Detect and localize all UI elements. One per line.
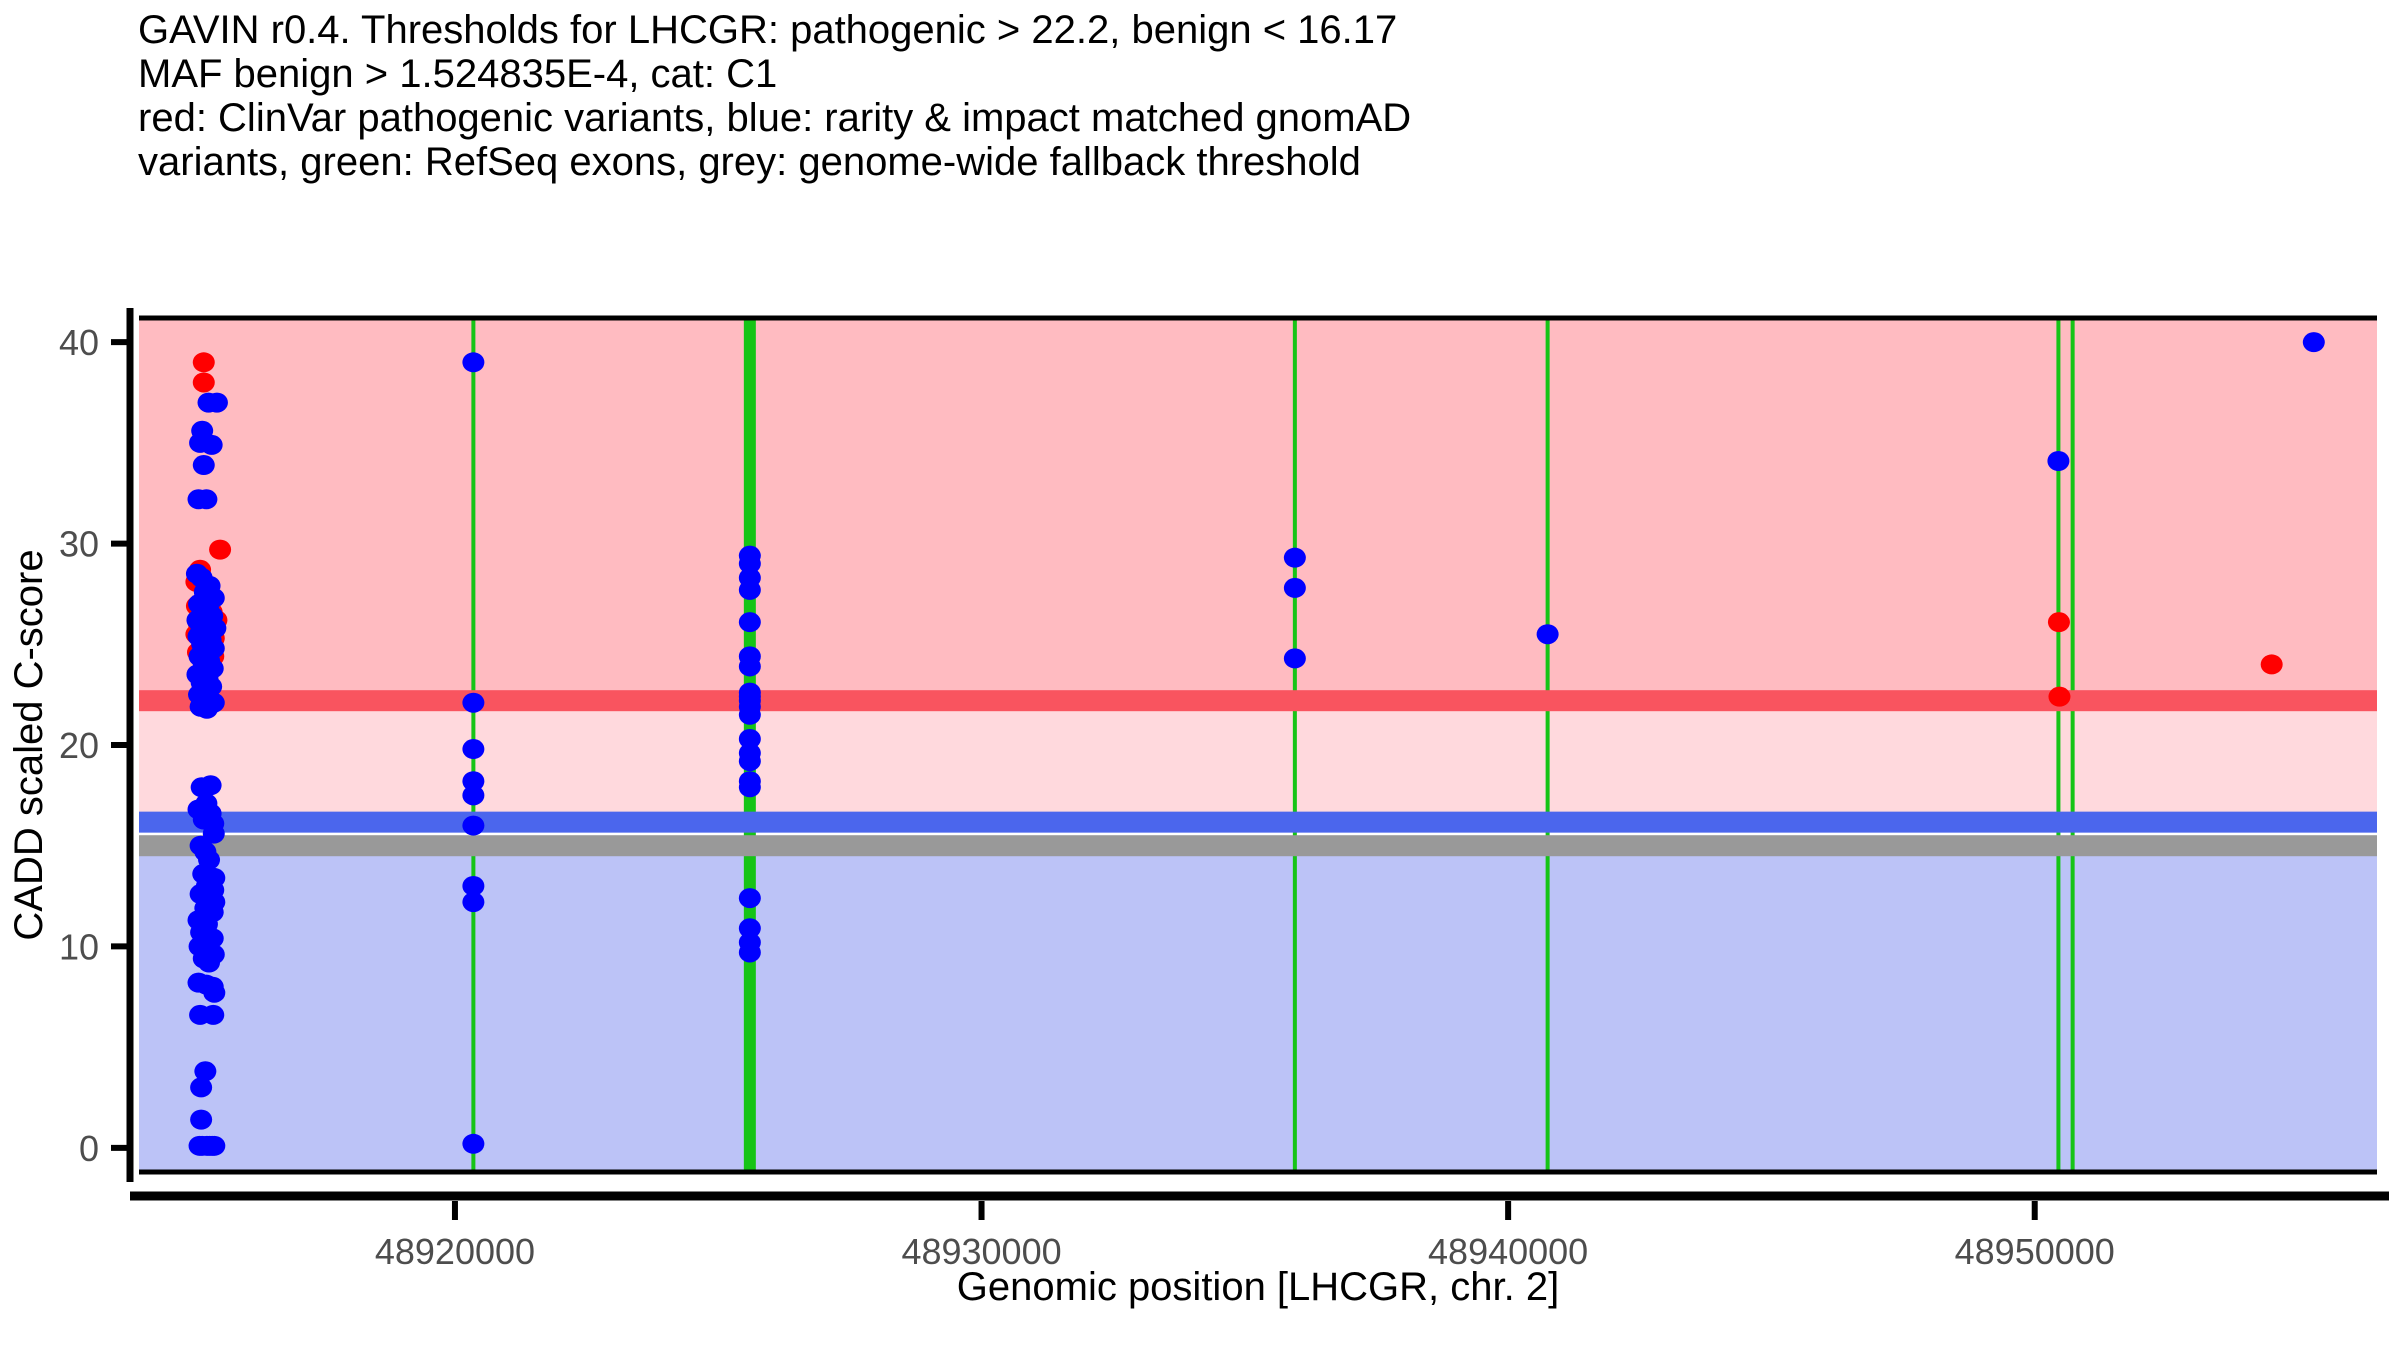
band-pathogenic xyxy=(139,318,2377,701)
exon-line-5 xyxy=(2070,318,2075,1172)
title-line-2: MAF benign > 1.524835E-4, cat: C1 xyxy=(138,52,778,96)
data-point xyxy=(738,728,761,749)
data-point xyxy=(462,785,485,806)
data-point xyxy=(209,539,232,560)
y-axis-title: CADD scaled C-score xyxy=(7,549,51,940)
x-axis-title: Genomic position [LHCGR, chr. 2] xyxy=(957,1265,1559,1309)
fallback-threshold-line xyxy=(139,835,2377,857)
data-point xyxy=(738,704,761,725)
x-tick-label-2: 48940000 xyxy=(1428,1231,1588,1272)
band-benign xyxy=(139,845,2377,1172)
y-tick-label-1: 10 xyxy=(59,926,99,967)
x-tick-label-0: 48920000 xyxy=(375,1231,535,1272)
y-tick-label-3: 30 xyxy=(59,524,99,565)
data-point xyxy=(2048,686,2071,707)
data-point xyxy=(192,372,215,393)
data-point xyxy=(462,739,485,760)
data-point xyxy=(462,352,485,373)
data-point xyxy=(1536,624,1559,645)
variant-points-layer xyxy=(185,332,2325,1156)
data-point xyxy=(2047,612,2070,633)
x-tick-label-1: 48930000 xyxy=(901,1231,1061,1272)
gnomad-points xyxy=(185,332,2325,1156)
data-point xyxy=(738,918,761,939)
data-point xyxy=(462,815,485,836)
data-point xyxy=(738,942,761,963)
benign-threshold-line xyxy=(139,811,2377,833)
title-line-1: GAVIN r0.4. Thresholds for LHCGR: pathog… xyxy=(138,8,1398,52)
data-point xyxy=(195,698,218,719)
data-point xyxy=(2260,654,2283,675)
data-point xyxy=(738,612,761,633)
data-point xyxy=(202,1004,225,1025)
data-point xyxy=(203,982,226,1003)
data-point xyxy=(738,751,761,772)
data-point xyxy=(462,771,485,792)
title-line-3: red: ClinVar pathogenic variants, blue: … xyxy=(138,96,1412,140)
exon-line-3 xyxy=(1545,318,1550,1172)
data-point xyxy=(190,1077,213,1098)
plot-title-block: GAVIN r0.4. Thresholds for LHCGR: pathog… xyxy=(138,8,2378,184)
panel-border-layer xyxy=(139,315,2377,1175)
threshold-bands-layer xyxy=(139,318,2377,1172)
y-tick-label-2: 20 xyxy=(59,725,99,766)
data-point xyxy=(738,553,761,574)
threshold-lines-layer xyxy=(139,690,2377,857)
data-point xyxy=(192,455,215,476)
exon-line-2 xyxy=(1292,318,1297,1172)
exon-line-4 xyxy=(2056,318,2061,1172)
data-point xyxy=(1283,547,1306,568)
data-point xyxy=(738,656,761,677)
band-intermediate xyxy=(139,700,2377,823)
data-point xyxy=(195,489,218,510)
data-point xyxy=(462,692,485,713)
data-point xyxy=(190,1109,213,1130)
data-point xyxy=(1283,648,1306,669)
data-point xyxy=(194,1061,217,1082)
data-point xyxy=(738,579,761,600)
data-point xyxy=(200,434,223,455)
data-point xyxy=(462,875,485,896)
data-point xyxy=(738,888,761,909)
data-point xyxy=(2047,451,2070,472)
data-point xyxy=(738,777,761,798)
data-point xyxy=(192,352,215,373)
data-point xyxy=(462,892,485,913)
data-point xyxy=(198,952,221,973)
data-point xyxy=(462,1133,485,1154)
x-tick-label-3: 48950000 xyxy=(1955,1231,2115,1272)
data-point xyxy=(1283,577,1306,598)
y-tick-label-4: 40 xyxy=(59,322,99,363)
pathogenic-threshold-line xyxy=(139,690,2377,712)
data-point xyxy=(2302,332,2325,353)
title-line-4: variants, green: RefSeq exons, grey: gen… xyxy=(138,140,1361,184)
data-point xyxy=(203,1135,226,1156)
data-point xyxy=(205,392,228,413)
data-point xyxy=(190,777,213,798)
y-tick-label-0: 0 xyxy=(79,1128,99,1169)
axis-layer: 0 10 20 30 40 48920000 48930000 48940000 4895000… xyxy=(59,308,2389,1272)
